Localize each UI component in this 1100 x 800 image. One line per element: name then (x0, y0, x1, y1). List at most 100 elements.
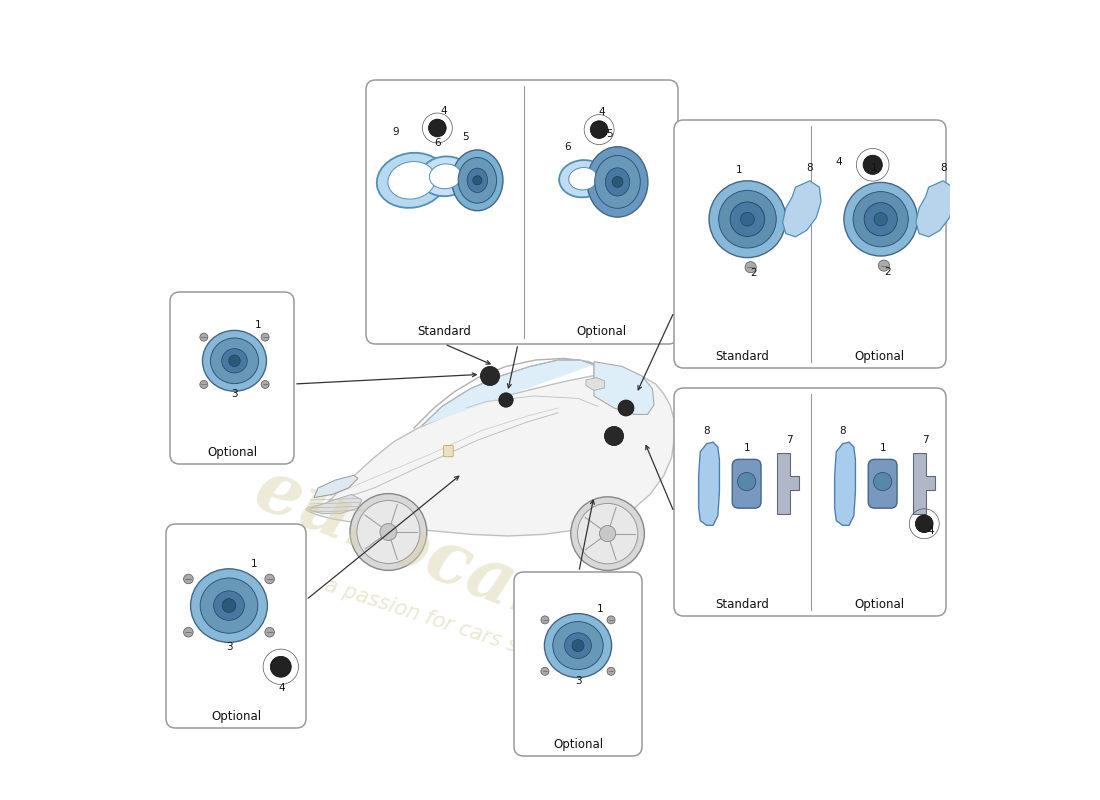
Polygon shape (913, 454, 935, 514)
Circle shape (265, 627, 274, 637)
Text: Optional: Optional (855, 350, 904, 363)
Text: 1: 1 (255, 321, 262, 330)
Text: eurocars: eurocars (244, 453, 600, 651)
Polygon shape (306, 374, 674, 536)
Circle shape (265, 574, 274, 584)
Text: 4: 4 (836, 157, 843, 167)
Circle shape (878, 260, 890, 271)
Circle shape (854, 192, 909, 247)
Ellipse shape (202, 330, 266, 391)
Ellipse shape (569, 167, 597, 190)
Circle shape (350, 494, 427, 570)
Polygon shape (308, 494, 362, 514)
Circle shape (356, 501, 420, 563)
Text: 5: 5 (606, 129, 613, 138)
Circle shape (710, 181, 785, 258)
FancyBboxPatch shape (674, 120, 946, 368)
Text: 7: 7 (786, 435, 793, 446)
Text: 8: 8 (703, 426, 710, 436)
Circle shape (379, 523, 397, 541)
Text: Optional: Optional (211, 710, 261, 723)
Text: 4: 4 (927, 526, 934, 536)
Circle shape (261, 333, 270, 341)
Ellipse shape (605, 168, 629, 196)
Ellipse shape (200, 578, 257, 634)
Text: Optional: Optional (855, 598, 904, 611)
Text: Standard: Standard (418, 325, 472, 338)
Circle shape (429, 119, 447, 137)
Polygon shape (314, 475, 358, 498)
Ellipse shape (587, 146, 648, 217)
FancyBboxPatch shape (170, 292, 294, 464)
FancyBboxPatch shape (868, 459, 896, 508)
Text: 1: 1 (597, 603, 604, 614)
Circle shape (222, 598, 235, 613)
Circle shape (844, 182, 917, 256)
Circle shape (261, 381, 270, 389)
Text: Optional: Optional (207, 446, 257, 459)
Ellipse shape (377, 153, 447, 208)
Text: 3: 3 (231, 390, 238, 399)
Circle shape (607, 616, 615, 624)
Polygon shape (835, 442, 856, 526)
Ellipse shape (210, 338, 258, 384)
Circle shape (600, 526, 616, 542)
Text: Standard: Standard (716, 350, 770, 363)
Circle shape (740, 212, 755, 226)
Text: 1: 1 (871, 162, 878, 173)
Text: 6: 6 (564, 142, 571, 152)
Ellipse shape (559, 160, 607, 198)
Circle shape (874, 213, 888, 226)
Ellipse shape (459, 158, 496, 203)
Circle shape (271, 656, 292, 677)
Polygon shape (594, 362, 654, 414)
Polygon shape (698, 442, 719, 526)
Text: Optional: Optional (553, 738, 603, 751)
Circle shape (873, 473, 892, 490)
Circle shape (591, 121, 608, 138)
Ellipse shape (452, 150, 503, 210)
Text: 4: 4 (279, 683, 286, 694)
Text: 1: 1 (744, 443, 750, 454)
Ellipse shape (213, 591, 244, 620)
Circle shape (571, 497, 645, 570)
Circle shape (184, 627, 194, 637)
Ellipse shape (564, 633, 592, 658)
FancyBboxPatch shape (166, 524, 306, 728)
Text: 8: 8 (839, 426, 846, 436)
FancyBboxPatch shape (443, 446, 453, 457)
Text: 2: 2 (883, 266, 890, 277)
Text: 5: 5 (462, 132, 469, 142)
Circle shape (200, 333, 208, 341)
Circle shape (200, 381, 208, 389)
Text: a passion for cars since 1985: a passion for cars since 1985 (322, 575, 618, 689)
Ellipse shape (388, 162, 436, 199)
Circle shape (730, 202, 764, 237)
Circle shape (541, 616, 549, 624)
Circle shape (481, 366, 499, 386)
Circle shape (745, 262, 756, 273)
Polygon shape (782, 181, 821, 237)
Circle shape (541, 667, 549, 675)
Circle shape (473, 176, 482, 185)
Text: 4: 4 (440, 106, 447, 116)
Circle shape (607, 667, 615, 675)
Circle shape (618, 400, 634, 416)
Circle shape (578, 503, 638, 564)
Text: 1: 1 (736, 165, 743, 175)
Circle shape (572, 639, 584, 652)
Text: 8: 8 (939, 162, 946, 173)
Ellipse shape (544, 614, 612, 678)
Text: Optional: Optional (576, 325, 627, 338)
Ellipse shape (429, 164, 461, 189)
Ellipse shape (190, 569, 267, 642)
Circle shape (498, 393, 514, 407)
Text: 6: 6 (434, 138, 441, 148)
Polygon shape (422, 360, 594, 426)
Circle shape (604, 426, 624, 446)
Circle shape (718, 190, 777, 248)
Text: 1: 1 (251, 558, 257, 569)
Text: 7: 7 (923, 435, 930, 446)
Circle shape (864, 155, 882, 174)
Text: Standard: Standard (716, 598, 770, 611)
